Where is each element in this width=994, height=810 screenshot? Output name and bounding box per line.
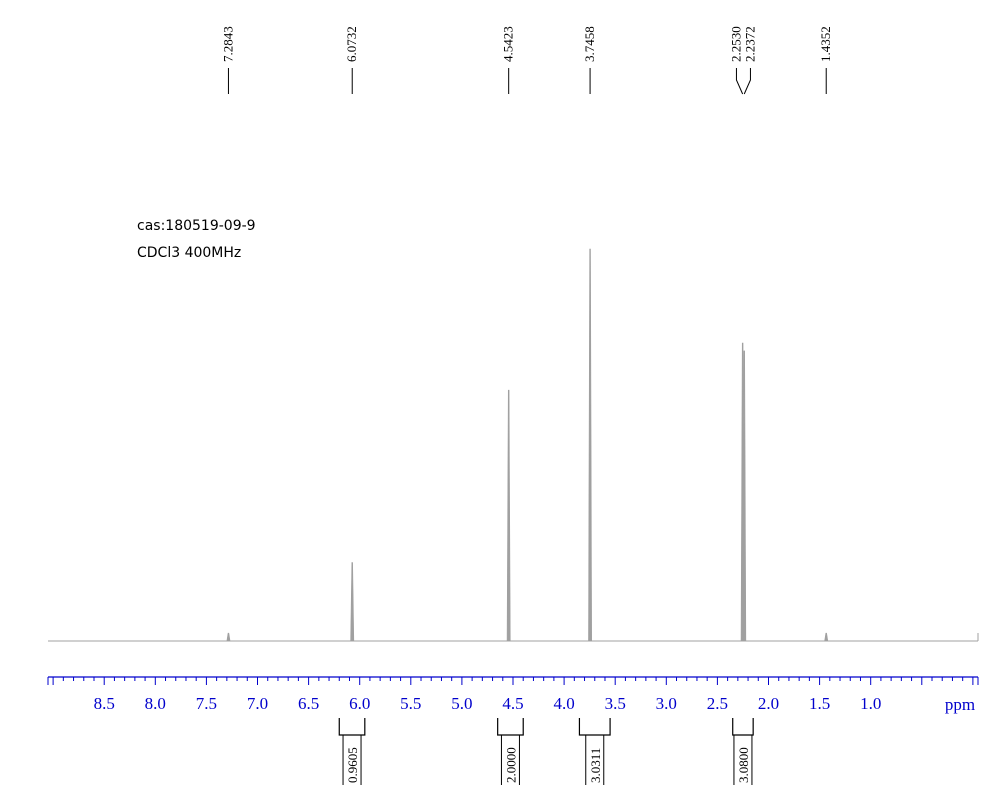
x-axis-tick-label: 2.0 — [758, 694, 779, 713]
spectrum-peak — [226, 632, 231, 642]
integral-bracket — [338, 718, 366, 736]
spectrum-peak — [506, 389, 511, 642]
peak-shift-label: 2.2530 — [728, 26, 743, 62]
x-axis-tick-label: 8.5 — [94, 694, 115, 713]
x-axis-tick-label: 1.5 — [809, 694, 830, 713]
sample-cas-label: cas:180519-09-9 — [137, 218, 256, 234]
x-axis-tick-label: 6.0 — [349, 694, 370, 713]
spectrum-peak — [350, 562, 355, 642]
integral-bracket — [497, 718, 524, 736]
peak-label-leader — [743, 68, 751, 95]
spectrum-peak — [588, 248, 592, 642]
integral-value-label: 0.9605 — [345, 747, 360, 783]
x-axis-tick-label: 4.5 — [502, 694, 523, 713]
x-axis-tick-label: 5.5 — [400, 694, 421, 713]
x-axis: 8.5 8.0 7.5 7.0 6.5 6.0 5.5 5.0 4.5 4.0 3.5 3.0 2.5 2… — [47, 676, 979, 714]
spectrum-layer — [48, 248, 979, 642]
integral-bracket — [732, 718, 754, 736]
x-axis-tick-label: 3.0 — [656, 694, 677, 713]
x-axis-tick-label: 7.5 — [196, 694, 217, 713]
peak-shift-label: 3.7458 — [582, 26, 597, 62]
sample-conditions-label: CDCl3 400MHz — [137, 245, 242, 261]
x-axis-tick-label: 3.5 — [605, 694, 626, 713]
integral-value-label: 3.0311 — [588, 748, 603, 783]
x-axis-tick-label: 2.5 — [707, 694, 728, 713]
peak-shift-label: 1.4352 — [818, 26, 833, 62]
peak-shift-label: 2.2372 — [742, 26, 757, 62]
x-axis-tick-label: 8.0 — [145, 694, 166, 713]
peak-label-leader — [735, 68, 744, 95]
peak-shift-label: 4.5423 — [501, 26, 516, 62]
peak-shift-label: 7.2843 — [220, 26, 235, 62]
x-axis-tick-label: 1.0 — [860, 694, 881, 713]
spectrum-peak — [742, 350, 747, 642]
spectrum-peak — [824, 632, 829, 642]
peak-shift-label: 6.0732 — [344, 26, 359, 62]
integral-value-label: 2.0000 — [503, 747, 518, 783]
integral-layer: 0.9605 2.0000 3.0311 3.0800 — [338, 718, 754, 785]
x-axis-unit-label: ppm — [945, 695, 975, 714]
x-axis-tick-label: 6.5 — [298, 694, 319, 713]
integral-bracket — [578, 718, 611, 736]
x-axis-tick-label: 5.0 — [451, 694, 472, 713]
peak-label-layer: 7.2843 6.0732 4.5423 3.7458 2.2530 2.2372 1.43… — [220, 26, 833, 95]
x-axis-tick-label: 7.0 — [247, 694, 268, 713]
integral-value-label: 3.0800 — [736, 747, 751, 783]
x-axis-tick-label: 4.0 — [553, 694, 574, 713]
